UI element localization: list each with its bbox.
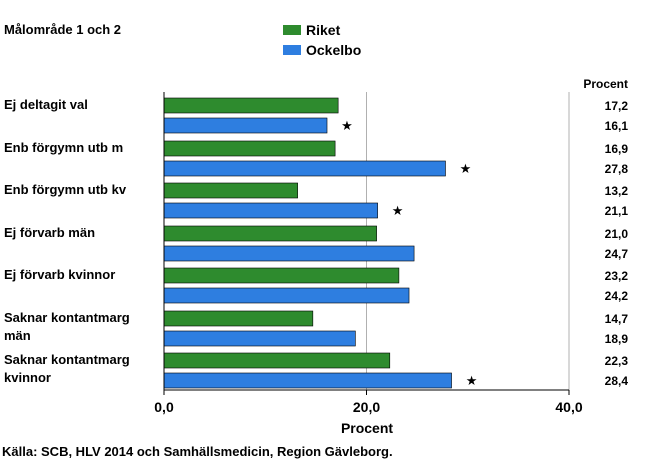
labels: Ej deltagit val 17,2 16,1 ★ Enb förgymn utb … xyxy=(4,97,628,388)
axes: 0,0 20,0 40,0 xyxy=(154,92,583,415)
significance-marker: ★ xyxy=(341,118,353,133)
legend-label-ockelbo: Ockelbo xyxy=(306,42,361,58)
value-label: 16,9 xyxy=(605,142,629,156)
bar-ockelbo xyxy=(163,287,410,304)
value-label: 28,4 xyxy=(605,374,629,388)
bar-riket xyxy=(163,310,314,327)
x-tick-label: 0,0 xyxy=(154,399,174,415)
x-tick-label: 40,0 xyxy=(555,399,582,415)
significance-marker: ★ xyxy=(392,203,404,218)
category-label: Ej förvarb kvinnor xyxy=(4,267,115,282)
bar-ockelbo xyxy=(163,117,328,134)
value-label: 21,0 xyxy=(605,227,629,241)
value-label: 18,9 xyxy=(605,332,629,346)
bar-ockelbo xyxy=(163,160,446,177)
bar-riket xyxy=(163,97,339,114)
legend-swatch-ockelbo xyxy=(283,45,301,55)
category-label: Saknar kontantmarg män xyxy=(4,310,130,343)
category-label: Enb förgymn utb kv xyxy=(4,182,127,197)
significance-marker: ★ xyxy=(460,161,472,176)
value-label: 17,2 xyxy=(605,99,629,113)
value-label: 24,2 xyxy=(605,289,629,303)
x-axis-title: Procent xyxy=(341,420,393,436)
bar-riket xyxy=(163,225,377,242)
x-tick-label: 20,0 xyxy=(353,399,380,415)
legend-label-riket: Riket xyxy=(306,22,341,38)
bars xyxy=(163,97,452,389)
bar-ockelbo xyxy=(163,372,452,389)
value-label: 21,1 xyxy=(605,204,629,218)
bar-ockelbo xyxy=(163,245,415,262)
value-label: 22,3 xyxy=(605,354,629,368)
value-label: 13,2 xyxy=(605,184,629,198)
bar-riket xyxy=(163,352,391,369)
source-note: Källa: SCB, HLV 2014 och Samhällsmedicin… xyxy=(2,444,393,459)
category-label: Ej deltagit val xyxy=(4,97,88,112)
significance-marker: ★ xyxy=(466,373,478,388)
category-label: Ej förvarb män xyxy=(4,225,95,240)
bar-ockelbo xyxy=(163,202,378,219)
bar-riket xyxy=(163,267,400,284)
value-label: 23,2 xyxy=(605,269,629,283)
value-label: 14,7 xyxy=(605,312,629,326)
bar-riket xyxy=(163,140,336,157)
bar-riket xyxy=(163,182,298,199)
legend: Riket Ockelbo xyxy=(283,22,361,58)
category-label: Enb förgymn utb m xyxy=(4,140,123,155)
value-label: 27,8 xyxy=(605,162,629,176)
chart-title: Målområde 1 och 2 xyxy=(4,22,121,37)
value-label: 16,1 xyxy=(605,119,629,133)
legend-swatch-riket xyxy=(283,25,301,35)
bar-ockelbo xyxy=(163,330,356,347)
value-label: 24,7 xyxy=(605,247,629,261)
value-column-header: Procent xyxy=(583,77,628,91)
category-label: Saknar kontantmarg kvinnor xyxy=(4,352,130,385)
